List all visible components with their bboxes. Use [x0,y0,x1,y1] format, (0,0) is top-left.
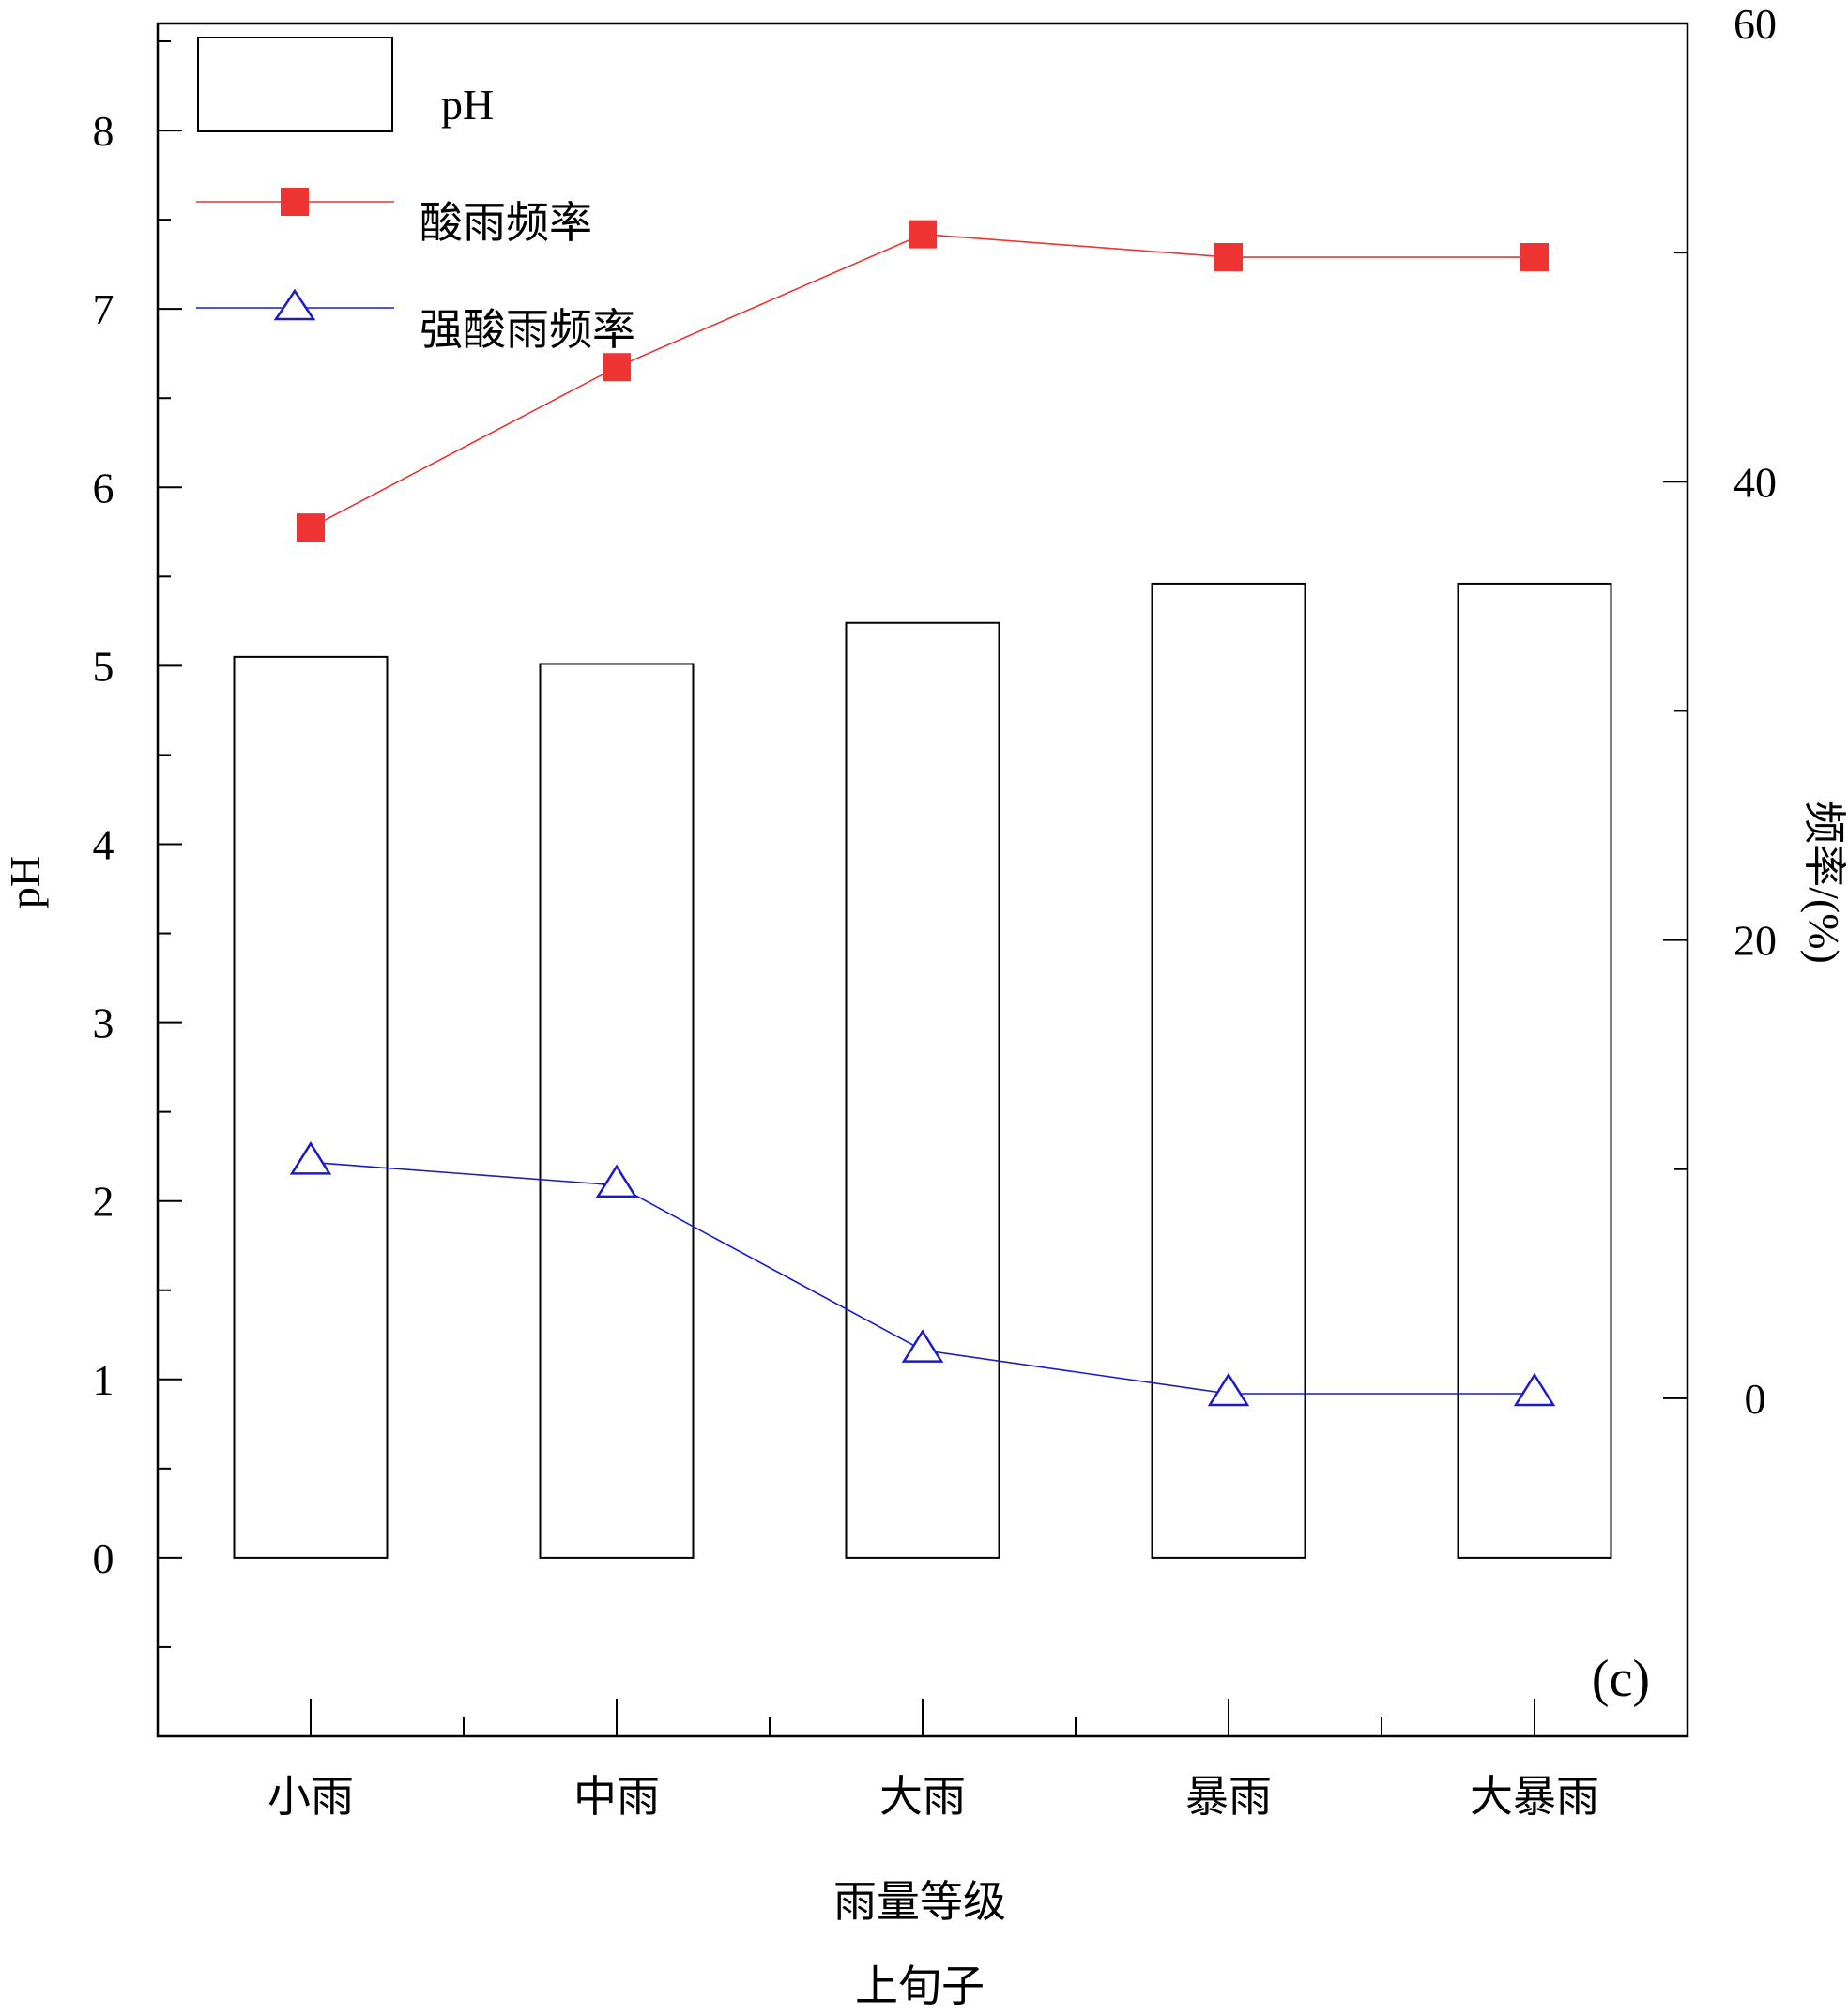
y-left-tick-label: 3 [93,1000,115,1047]
x-category-label: 暴雨 [1185,1773,1272,1821]
chart-caption: 上旬子 [855,1962,985,2010]
legend-acid-marker [281,188,309,216]
legend: pH 酸雨频率 强酸雨频率 [196,37,635,354]
legend-ph-swatch [197,37,393,132]
acid-rain-point [1214,243,1243,272]
y-left-tick-label: 6 [93,464,115,511]
acid-rain-point [297,513,325,542]
y-left-tick-label: 1 [93,1356,115,1404]
markers-layer [289,220,1556,1407]
y-left-tick-label: 0 [93,1534,115,1582]
strong-acid-rain-point [901,1329,944,1363]
strong-acid-rain-point [1207,1372,1250,1407]
legend-strong-acid-label: 强酸雨频率 [420,306,635,354]
strong-acid-rain-point [1513,1372,1556,1407]
ph-bar [1151,582,1306,1559]
y-left-tick-label: 5 [93,642,115,690]
y-left-tick-label: 2 [93,1178,115,1226]
ph-bar [845,621,1000,1559]
ticks-layer: 0 1 2 3 4 5 6 7 8 0 20 40 60 小雨 中雨 大雨 暴雨 大暴雨 [93,0,1778,1821]
strong-acid-rain-point [289,1141,332,1175]
legend-acid-label: 酸雨频率 [420,199,592,247]
x-category-label: 小雨 [267,1773,354,1821]
strong-acid-rain-point [595,1164,638,1198]
plot-frame [156,22,1689,1738]
y-right-tick-label: 40 [1733,458,1777,506]
bars-layer [233,582,1612,1559]
ph-bar [233,655,389,1559]
y-left-axis-title: pH [1,856,49,908]
y-right-tick-label: 0 [1745,1375,1766,1423]
y-right-tick-label: 20 [1733,917,1777,965]
y-left-tick-label: 4 [93,820,115,868]
acid-rain-point [1520,243,1549,272]
x-axis-title: 雨量等级 [833,1878,1006,1926]
legend-strong-acid-marker [273,288,316,321]
legend-ph-label: pH [441,81,494,129]
acid-rain-point [909,220,937,249]
x-category-label: 大暴雨 [1470,1773,1599,1821]
ph-bar [1457,582,1612,1559]
y-left-tick-label: 8 [93,107,115,155]
lines-layer [310,233,1535,1395]
x-category-label: 大雨 [879,1773,966,1821]
y-right-axis-title: 频率/(%) [1800,801,1848,964]
acid-rain-line [310,233,1535,528]
y-left-tick-label: 7 [93,285,115,333]
panel-label: (c) [1592,1650,1650,1708]
y-right-tick-label: 60 [1733,0,1777,48]
x-category-label: 中雨 [573,1773,660,1821]
acid-rain-point [603,353,631,382]
ph-bar [539,663,695,1559]
